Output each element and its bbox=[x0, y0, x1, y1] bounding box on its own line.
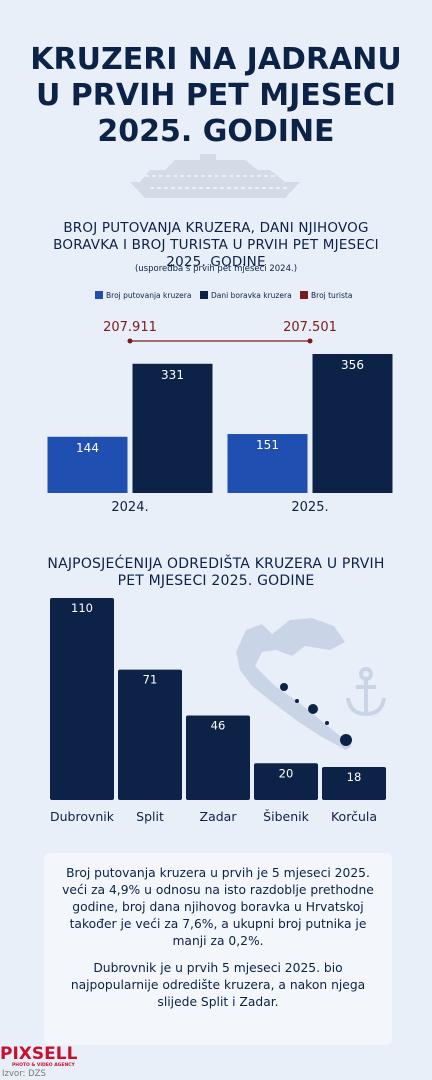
paragraph: Dubrovnik je u prvih 5 mjeseci 2025. bio… bbox=[70, 961, 366, 1009]
point bbox=[307, 338, 313, 344]
chart-subtitle: (usporedba s prvih pet mjeseci 2024.) bbox=[134, 264, 298, 274]
point bbox=[127, 338, 133, 344]
value-label: 207.911 bbox=[103, 320, 157, 335]
value-label: 110 bbox=[71, 601, 93, 615]
x-tick-label: 2025. bbox=[291, 500, 328, 515]
map-dot bbox=[340, 734, 352, 746]
value-label: 331 bbox=[161, 368, 184, 382]
source: Izvor: DZS bbox=[2, 1069, 46, 1079]
bar bbox=[47, 436, 128, 493]
bar bbox=[322, 766, 386, 800]
legend-label: Broj turista bbox=[311, 291, 352, 300]
map-dot bbox=[325, 721, 329, 725]
x-tick-label: Dubrovnik bbox=[50, 809, 115, 824]
bar bbox=[227, 434, 308, 493]
x-tick-label: 2024. bbox=[111, 500, 148, 515]
value-label: 151 bbox=[256, 438, 279, 452]
title-line: 2025. GODINE bbox=[97, 114, 335, 149]
text-box: Broj putovanja kruzera u prvih je 5 mjes… bbox=[44, 853, 392, 1045]
legend-swatch bbox=[300, 291, 308, 299]
title-line: U PRVIH PET MJESECI bbox=[36, 78, 396, 113]
legend-swatch bbox=[95, 291, 103, 299]
legend-swatch bbox=[200, 291, 208, 299]
bar bbox=[186, 715, 250, 800]
chart: 110 Dubrovnik 71 Split 46 Zadar 20 Šibenik 18 Kor… bbox=[50, 598, 386, 824]
legend-label: Dani boravka kruzera bbox=[211, 291, 292, 300]
legend-label: Broj putovanja kruzera bbox=[106, 291, 191, 300]
chart-title: NAJPOSJEĆENIJA ODREDIŠTA KRUZERA U PRVIH… bbox=[47, 556, 385, 589]
logo: PIXSELL bbox=[0, 1044, 78, 1064]
bar bbox=[132, 363, 213, 493]
paragraph: Broj putovanja kruzera u prvih je 5 mjes… bbox=[62, 866, 374, 948]
bar bbox=[118, 669, 182, 800]
bar bbox=[254, 763, 318, 800]
map-dot bbox=[280, 683, 288, 691]
value-label: 356 bbox=[341, 358, 364, 372]
map-dot bbox=[308, 704, 318, 714]
value-label: 46 bbox=[211, 719, 226, 733]
anchor-icon bbox=[346, 667, 386, 717]
title-line: KRUZERI NA JADRANU bbox=[30, 42, 402, 77]
ship-icon bbox=[130, 154, 300, 198]
x-tick-label: Šibenik bbox=[263, 809, 309, 824]
bar bbox=[50, 598, 114, 800]
bar bbox=[312, 354, 393, 493]
x-tick-label: Zadar bbox=[200, 809, 238, 824]
chart: Broj putovanja kruzera Dani boravka kruze… bbox=[47, 291, 393, 515]
value-label: 71 bbox=[143, 673, 158, 687]
x-tick-label: Korčula bbox=[331, 809, 377, 824]
value-label: 207.501 bbox=[283, 320, 337, 335]
value-label: 144 bbox=[76, 441, 99, 455]
map-croatia bbox=[236, 618, 352, 750]
x-tick-label: Split bbox=[136, 809, 164, 824]
map-dot bbox=[295, 699, 299, 703]
logo-tagline: PHOTO & VIDEO AGENCY bbox=[12, 1063, 75, 1068]
value-label: 20 bbox=[279, 766, 294, 780]
chart-title: BROJ PUTOVANJA KRUZERA, DANI NJIHOVOG BO… bbox=[53, 220, 379, 270]
value-label: 18 bbox=[347, 770, 362, 784]
